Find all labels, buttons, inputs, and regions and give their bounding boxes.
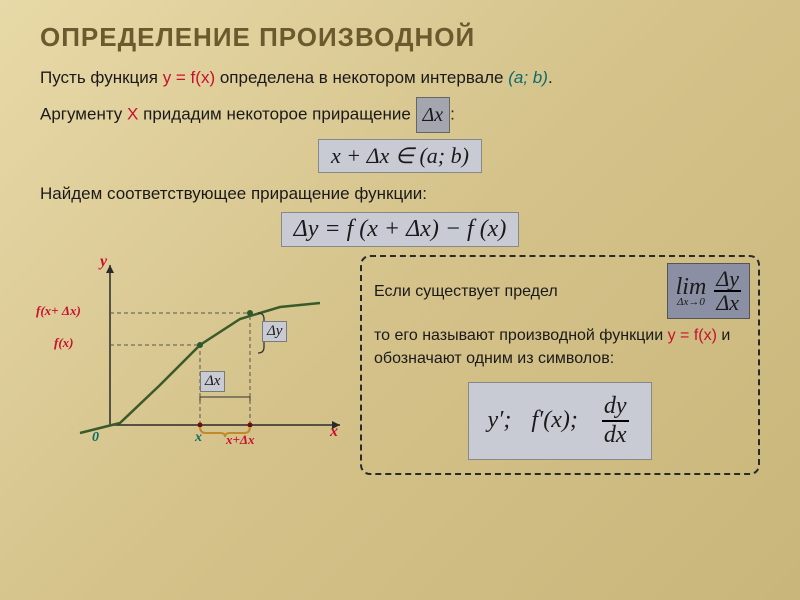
x-axis-label: x bbox=[330, 423, 338, 441]
dx-small-box: Δx bbox=[200, 371, 225, 392]
text: Пусть функция bbox=[40, 68, 163, 87]
dx: dx bbox=[602, 422, 629, 449]
text: . bbox=[548, 68, 553, 87]
formula-delta-y: Δy = f (x + Δx) − f (x) bbox=[281, 212, 520, 247]
lim-fraction: Δy Δx bbox=[714, 268, 741, 314]
x-var: X bbox=[127, 104, 138, 123]
notation-box: y′; f′(x); dy dx bbox=[468, 382, 651, 460]
fprime: f′(x); bbox=[531, 407, 578, 433]
lim-den: Δx bbox=[714, 292, 741, 314]
intro-line-2: Аргументу X придадим некоторое приращени… bbox=[40, 97, 760, 133]
text: придадим некоторое приращение bbox=[138, 104, 415, 123]
text: определена в некотором интервале bbox=[215, 68, 508, 87]
interval: (a; b) bbox=[508, 68, 548, 87]
content: Пусть функция y = f(x) определена в неко… bbox=[0, 65, 800, 475]
fx2-tick: f(x+ Δx) bbox=[36, 303, 81, 319]
x2-tick: x+Δx bbox=[226, 432, 255, 448]
lower-section: y x 0 x x+Δx f(x) f(x+ Δx) Δx Δy lim Δx→… bbox=[40, 255, 760, 475]
text: : bbox=[450, 104, 455, 123]
dy: dy bbox=[602, 393, 629, 422]
fx: y = f(x) bbox=[163, 68, 215, 87]
dy-small-box: Δy bbox=[262, 321, 287, 342]
notation-row: y′; f′(x); dy dx bbox=[374, 376, 746, 460]
intro-line-3: Найдем соответствующее приращение функци… bbox=[40, 181, 760, 207]
lim-num: Δy bbox=[714, 268, 741, 292]
text: Аргументу bbox=[40, 104, 127, 123]
x-tick: x bbox=[195, 430, 202, 446]
y-axis-label: y bbox=[100, 253, 107, 271]
page-title: ОПРЕДЕЛЕНИЕ ПРОИЗВОДНОЙ bbox=[0, 0, 800, 65]
dy-dx-fraction: dy dx bbox=[602, 393, 629, 449]
lim-label: lim Δx→0 bbox=[676, 275, 707, 308]
fx-tick: f(x) bbox=[54, 335, 74, 351]
delta-x-box: Δx bbox=[416, 97, 451, 133]
lim-sub: Δx→0 bbox=[676, 297, 707, 308]
formula-interval: x + Δx ∈ (a; b) bbox=[318, 139, 482, 173]
formula-row-2: Δy = f (x + Δx) − f (x) bbox=[40, 212, 760, 247]
text: то его называют производной функции bbox=[374, 327, 668, 344]
limit-box: lim Δx→0 Δy Δx bbox=[667, 263, 750, 319]
rb-line-2: то его называют производной функции y = … bbox=[374, 325, 746, 370]
fx: y = f(x) bbox=[668, 327, 717, 344]
origin-label: 0 bbox=[92, 430, 99, 446]
yprime: y′; bbox=[487, 407, 511, 433]
formula-row-1: x + Δx ∈ (a; b) bbox=[40, 139, 760, 173]
intro-line-1: Пусть функция y = f(x) определена в неко… bbox=[40, 65, 760, 91]
definition-box: lim Δx→0 Δy Δx Если существует предел то… bbox=[360, 255, 760, 475]
chart-wrap: y x 0 x x+Δx f(x) f(x+ Δx) Δx Δy bbox=[40, 255, 360, 475]
